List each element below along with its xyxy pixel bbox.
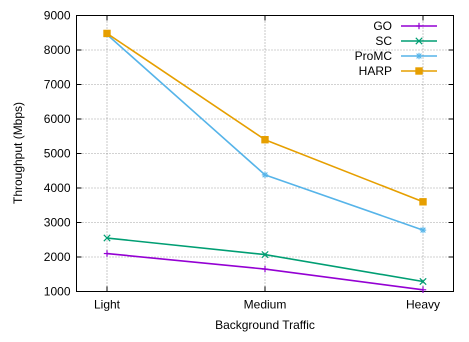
marker-stroke (416, 53, 422, 59)
legend-label-sc: SC (375, 34, 392, 48)
marker-stroke (103, 234, 111, 242)
y-tick-label: 2000 (44, 250, 71, 264)
data-point-go (103, 250, 111, 257)
legend-label-go: GO (373, 19, 392, 33)
x-axis-ticks: Light Medium Heavy (94, 15, 440, 312)
legend-marker-harp (415, 67, 423, 75)
legend-marker-go (415, 22, 423, 30)
marker-stroke (261, 250, 269, 259)
legend-item-go: GO (373, 19, 437, 33)
legend-label-promc: ProMC (355, 49, 393, 63)
series-sc (103, 234, 427, 286)
legend-marker-promc (415, 52, 423, 60)
x-tick-label: Medium (244, 298, 287, 312)
series-harp (103, 29, 427, 206)
data-point-go (419, 286, 427, 293)
y-tick-label: 1000 (44, 285, 71, 299)
y-tick-label: 4000 (44, 181, 71, 195)
data-point-harp (419, 198, 427, 206)
marker-stroke (420, 227, 426, 233)
y-tick-label: 3000 (44, 216, 71, 230)
y-axis-label: Throughput (Mbps) (11, 102, 25, 204)
y-tick-label: 8000 (44, 43, 71, 57)
series-layer (103, 29, 427, 293)
data-point-harp (261, 136, 269, 144)
x-tick-label: Light (94, 298, 121, 312)
marker-stroke (262, 172, 268, 178)
legend-label-harp: HARP (359, 64, 392, 78)
y-tick-label: 6000 (44, 112, 71, 126)
y-tick-label: 7000 (44, 78, 71, 92)
marker-stroke (415, 37, 423, 45)
marker-stroke (419, 277, 427, 286)
series-go (103, 250, 427, 293)
y-tick-label: 5000 (44, 147, 71, 161)
legend-item-sc: SC (375, 34, 437, 48)
y-tick-label: 9000 (44, 9, 71, 23)
data-point-sc (261, 250, 269, 259)
y-axis-ticks: 1000 2000 3000 4000 5000 6000 7000 8000 9000 (44, 9, 454, 299)
data-point-sc (419, 277, 427, 286)
data-point-promc (419, 226, 427, 234)
x-axis-label: Background Traffic (215, 318, 315, 332)
series-line-sc (106, 237, 424, 283)
x-tick-label: Heavy (406, 298, 440, 312)
data-point-harp (103, 29, 111, 38)
legend-item-harp: HARP (359, 64, 437, 78)
data-point-go (261, 265, 269, 273)
data-point-promc (261, 171, 269, 179)
legend-marker-sc (415, 37, 423, 45)
legend-item-promc: ProMC (355, 49, 437, 63)
data-point-sc (103, 234, 111, 242)
grid-layer (76, 15, 454, 292)
